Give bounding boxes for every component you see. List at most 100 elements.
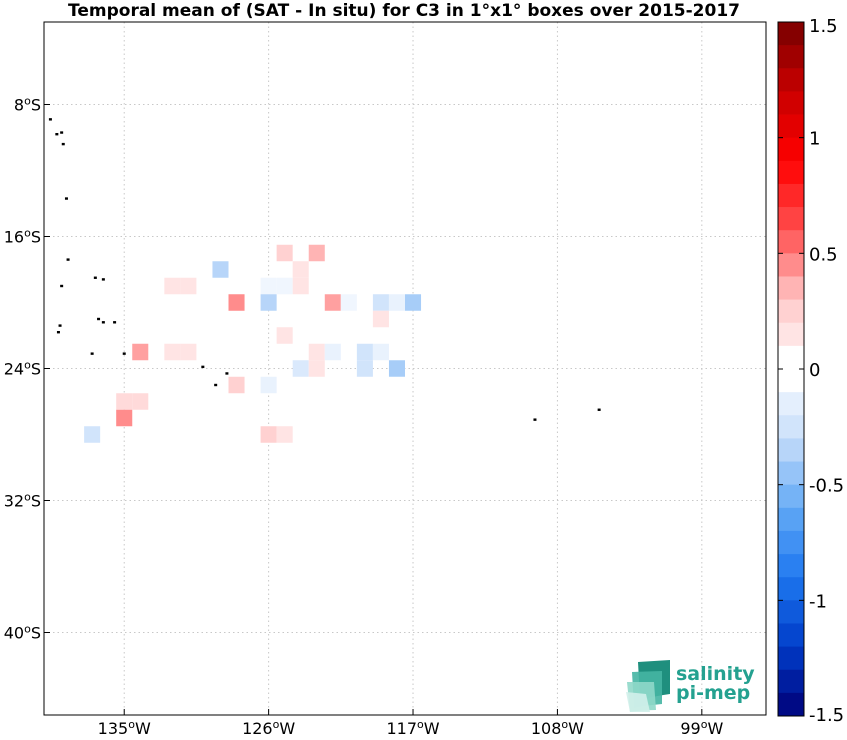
colorbar-segment <box>778 507 804 532</box>
heatmap-cell <box>180 277 197 295</box>
island-marker <box>93 276 97 279</box>
y-tick-label: 32oS <box>4 491 41 511</box>
island-marker <box>533 418 537 421</box>
colorbar-segment <box>778 577 804 601</box>
colorbar-segment <box>778 276 804 300</box>
logo: salinity pi-mep <box>626 660 755 712</box>
island-marker <box>101 321 105 324</box>
island-marker <box>64 197 68 200</box>
heatmap-cell <box>308 343 325 361</box>
heatmap-cell <box>260 376 277 394</box>
island-marker <box>101 278 105 281</box>
heatmap-cell <box>116 393 133 410</box>
colorbar-segment <box>778 160 804 185</box>
heatmap-cell <box>212 261 229 278</box>
heatmap-cell <box>372 343 389 361</box>
colorbar-segment <box>778 623 804 647</box>
colorbar-segment <box>778 530 804 555</box>
x-tick-label: 126oW <box>242 718 295 738</box>
heatmap-cell <box>372 310 389 328</box>
colorbar-tick-label: -1 <box>809 591 827 612</box>
heatmap-cell <box>180 343 197 361</box>
colorbar-segment <box>778 646 804 671</box>
heatmap-cell <box>276 426 293 443</box>
heatmap-cell <box>308 360 325 377</box>
heatmap-cell <box>324 343 341 361</box>
x-axis-ticks: 135oW 126oW 117oW 108oW 99oW <box>98 709 723 738</box>
heatmap-cell <box>260 294 277 311</box>
island-marker <box>60 131 64 134</box>
grid-lines <box>44 22 766 715</box>
colorbar-tick-label: 1.5 <box>809 16 838 37</box>
colorbar-segment <box>778 600 804 624</box>
heatmap-cell <box>132 343 149 361</box>
x-tick-label: 99oW <box>680 718 723 738</box>
heatmap-cell <box>292 360 309 377</box>
colorbar-segment <box>778 392 804 416</box>
island-marker <box>113 321 117 324</box>
heatmap-cell <box>388 294 405 311</box>
heatmap-cell <box>228 294 245 311</box>
heatmap-cell <box>388 360 405 377</box>
island-marker <box>61 142 65 146</box>
island-marker <box>66 258 70 261</box>
x-tick-label: 117oW <box>386 718 439 738</box>
heatmap-cell <box>340 294 357 311</box>
heatmap-cell <box>372 294 389 311</box>
heatmap-cell <box>260 277 277 295</box>
colorbar-segment <box>778 114 804 139</box>
heatmap-cell <box>308 244 325 262</box>
y-axis-ticks: 8oS 16oS 24oS 32oS 40oS <box>4 95 50 643</box>
heatmap-cell <box>116 409 133 427</box>
logo-text-pi-mep: pi-mep <box>676 682 750 704</box>
heatmap-cell <box>276 244 293 262</box>
colorbar-segment <box>778 183 804 208</box>
colorbar-tick-label: 1 <box>809 129 820 150</box>
colorbar-segment <box>778 91 804 115</box>
heatmap-cell <box>164 343 181 361</box>
logo-text-salinity: salinity <box>676 663 755 685</box>
island-marker <box>56 331 60 334</box>
colorbar-tick-label: 0 <box>809 360 820 381</box>
colorbar-segment <box>778 415 804 439</box>
island-marker <box>58 324 62 327</box>
colorbar-segment <box>778 137 804 162</box>
heatmap-cells <box>84 244 422 443</box>
island-marker <box>225 372 229 375</box>
island-marker <box>214 383 218 387</box>
island-marker <box>60 284 64 288</box>
heatmap-cell <box>292 261 309 278</box>
colorbar-segment <box>778 299 804 324</box>
island-marker <box>201 365 205 369</box>
colorbar-segment <box>778 554 804 578</box>
heatmap-cell <box>276 277 293 295</box>
colorbar-segment <box>778 692 804 717</box>
y-tick-label: 16oS <box>4 227 41 247</box>
heatmap-cell <box>228 376 245 394</box>
colorbar-segment <box>778 22 804 46</box>
colorbar-tick-label: 0.5 <box>809 244 838 265</box>
heatmap-cell <box>132 393 149 410</box>
heatmap-cell <box>292 277 309 295</box>
colorbar-segment <box>778 461 804 486</box>
heatmap-cell <box>84 426 101 443</box>
island-marker <box>122 352 126 355</box>
chart-title: Temporal mean of (SAT - In situ) for C3 … <box>68 1 740 21</box>
y-tick-label: 24oS <box>4 359 41 379</box>
heatmap-cell <box>324 294 341 311</box>
x-tick-label: 108oW <box>531 718 584 738</box>
colorbar-segment <box>778 253 804 277</box>
heatmap-cell <box>164 277 181 295</box>
heatmap-cell <box>260 426 277 443</box>
colorbar <box>777 21 805 717</box>
colorbar-segment <box>778 438 804 462</box>
colorbar-segment <box>778 68 804 92</box>
x-tick-label: 135oW <box>98 718 151 738</box>
colorbar-segment <box>778 484 804 509</box>
colorbar-segment <box>778 345 804 370</box>
island-marker <box>90 352 94 355</box>
colorbar-segment <box>778 45 804 69</box>
heatmap-cell <box>356 343 373 361</box>
colorbar-tick-label: -1.5 <box>809 705 844 726</box>
